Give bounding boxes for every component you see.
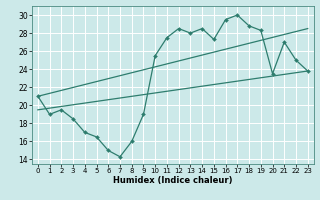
- X-axis label: Humidex (Indice chaleur): Humidex (Indice chaleur): [113, 176, 233, 185]
